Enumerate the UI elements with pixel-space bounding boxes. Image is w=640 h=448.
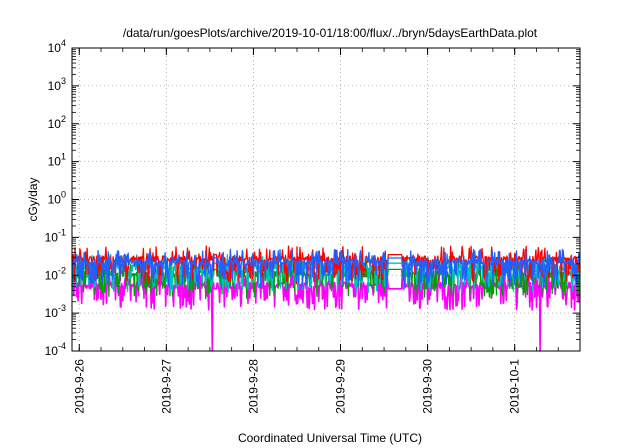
x-tick-label: 2019-9-28: [246, 359, 260, 414]
y-tick-label: 104: [48, 38, 66, 55]
y-tick-label-exp: 1: [61, 152, 66, 162]
y-tick-label-base: 10: [48, 41, 62, 55]
grid: [72, 48, 580, 351]
y-tick-label: 103: [48, 76, 66, 93]
x-tick-label: 2019-9-29: [334, 359, 348, 414]
y-tick-label-base: 10: [45, 268, 59, 282]
y-tick-label-base: 10: [45, 306, 59, 320]
y-tick-label-base: 10: [48, 117, 62, 131]
y-axis-label: cGy/day: [26, 177, 40, 221]
y-tick-label-exp: 4: [61, 38, 66, 48]
y-tick-label-base: 10: [48, 155, 62, 169]
y-tick-label-exp: -4: [58, 341, 66, 351]
y-tick-label-exp: -3: [58, 303, 66, 313]
x-tick-label: 2019-10-1: [508, 359, 522, 414]
y-tick-label-exp: -2: [58, 265, 66, 275]
y-tick-label: 10-4: [45, 341, 66, 358]
y-tick-label: 10-1: [45, 227, 66, 244]
y-tick-label-base: 10: [48, 79, 62, 93]
y-tick-label-base: 10: [45, 230, 59, 244]
x-axis: 2019-9-26 2019-9-27 2019-9-28 2019-9-29 2019…: [72, 48, 559, 414]
y-tick-label-exp: 0: [61, 190, 66, 200]
y-tick-label-exp: -1: [58, 227, 66, 237]
x-tick-label: 2019-9-26: [72, 359, 86, 414]
x-tick-label: 2019-9-27: [159, 359, 173, 414]
y-tick-label-base: 10: [45, 344, 59, 358]
y-tick-label: 100: [48, 190, 66, 207]
y-tick-label-base: 10: [48, 193, 62, 207]
y-tick-label: 102: [48, 114, 66, 131]
y-tick-label: 10-2: [45, 265, 66, 282]
y-tick-label: 10-3: [45, 303, 66, 320]
series-line: [71, 248, 581, 288]
series-layer: [71, 245, 581, 352]
x-axis-label: Coordinated Universal Time (UTC): [238, 431, 422, 445]
y-tick-label-exp: 3: [61, 76, 66, 86]
y-tick-label-exp: 2: [61, 114, 66, 124]
y-tick-label: 101: [48, 152, 66, 169]
chart-title: /data/run/goesPlots/archive/2019-10-01/1…: [123, 26, 538, 40]
x-tick-label: 2019-9-30: [421, 359, 435, 414]
